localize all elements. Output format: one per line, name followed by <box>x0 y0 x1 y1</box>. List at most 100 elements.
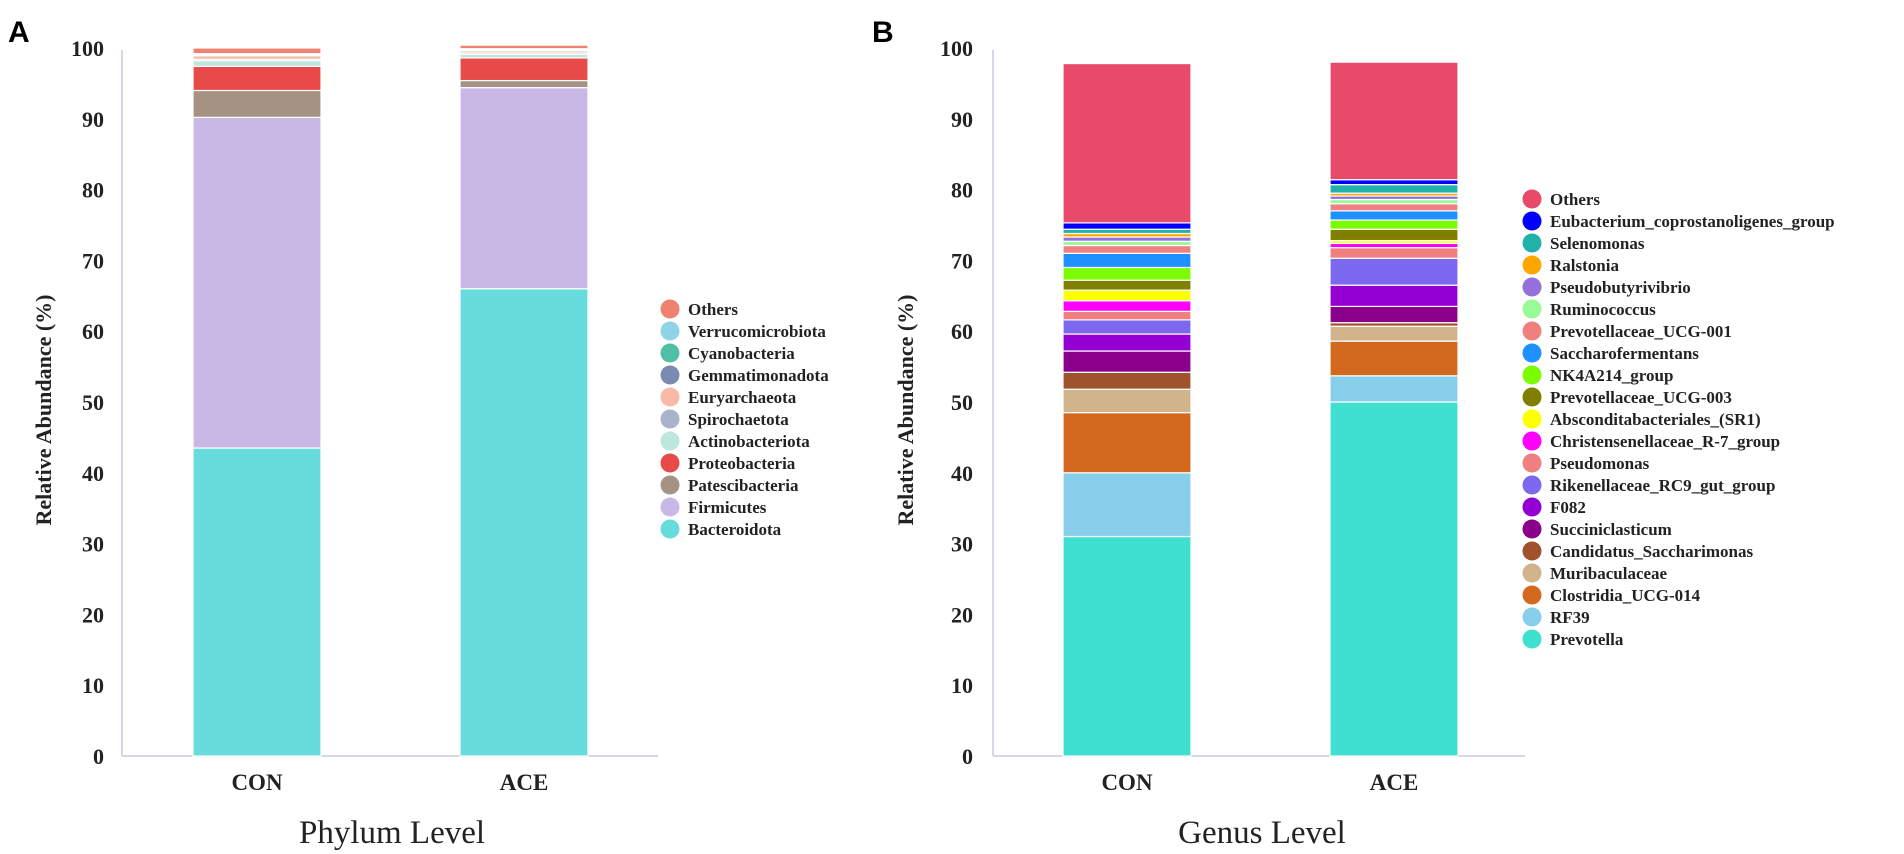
y-tick-label: 0 <box>962 744 973 769</box>
x-category-label: ACE <box>1370 770 1419 795</box>
x-category-label: CON <box>231 770 283 795</box>
y-tick-label: 20 <box>951 602 973 627</box>
legend-swatch <box>1522 189 1542 209</box>
legend-swatch <box>1522 585 1542 605</box>
legend-swatch <box>660 475 680 495</box>
bar-segment-nk4a214-group-ace <box>1329 219 1459 230</box>
legend-label: Patescibacteria <box>688 476 799 495</box>
legend-swatch <box>1522 497 1542 517</box>
legend-label: Muribaculaceae <box>1550 564 1668 583</box>
legend-label: Pseudomonas <box>1550 454 1650 473</box>
legend-swatch <box>1522 453 1542 473</box>
legend-swatch <box>1522 563 1542 583</box>
bar-segment-christensenellaceae-r-7-group-con <box>1062 300 1192 312</box>
legend-label: Pseudobutyrivibrio <box>1550 278 1691 297</box>
bar-segment-prevotellaceae-ucg-003-ace <box>1329 228 1459 242</box>
bar-segment-ruminococcus-con <box>1062 240 1192 247</box>
legend-label: Spirochaetota <box>688 410 789 429</box>
legend-label: Clostridia_UCG-014 <box>1550 586 1701 605</box>
bar-segment-clostridia-ucg-014-con <box>1062 412 1192 474</box>
y-tick-label: 60 <box>82 319 104 344</box>
bar-segment-rikenellaceae-rc9-gut-group-ace <box>1329 257 1459 286</box>
legend-label: Selenomonas <box>1550 234 1645 253</box>
legend-swatch <box>1522 277 1542 297</box>
bar-segment-muribaculaceae-con <box>1062 388 1192 414</box>
bar-segment-patescibacteria-ace <box>459 79 589 89</box>
y-tick-label: 90 <box>82 107 104 132</box>
legend-label: Bacteroidota <box>688 520 782 539</box>
bar-segment-succiniclasticum-ace <box>1329 305 1459 324</box>
legend-label: Prevotellaceae_UCG-003 <box>1550 388 1732 407</box>
y-tick-label: 50 <box>951 390 973 415</box>
legend-label: Verrucomicrobiota <box>688 322 826 341</box>
bar-segment-actinobacteriota-con <box>192 60 322 68</box>
bar-segment-eubacterium-coprostanoligenes-group-ace <box>1329 179 1459 186</box>
y-axis-label-phylum: Relative Abundance (%) <box>31 295 56 526</box>
bar-segment-proteobacteria-ace <box>459 57 589 82</box>
legend-label: Others <box>1550 190 1600 209</box>
bar-segment-eubacterium-coprostanoligenes-group-con <box>1062 222 1192 230</box>
genus-chart: B Relative Abundance (%) 0 10 20 30 40 50 60 70… <box>872 16 1835 851</box>
bar-segment-others-ace <box>459 44 589 50</box>
legend-label: Cyanobacteria <box>688 344 795 363</box>
bar-segment-prevotellaceae-ucg-001-con <box>1062 244 1192 254</box>
legend-label: RF39 <box>1550 608 1590 627</box>
legend-label: NK4A214_group <box>1550 366 1673 385</box>
bar-segment-candidatus-saccharimonas-con <box>1062 371 1192 390</box>
bar-segment-prevotella-ace <box>1329 401 1459 757</box>
y-tick-label: 20 <box>82 602 104 627</box>
bar-segment-clostridia-ucg-014-ace <box>1329 340 1459 377</box>
legend-label: Actinobacteriota <box>688 432 810 451</box>
legend-swatch <box>1522 475 1542 495</box>
legend-swatch <box>660 365 680 385</box>
bar-segment-firmicutes-con <box>192 116 322 449</box>
legend-swatch <box>1522 629 1542 649</box>
y-tick-label: 70 <box>82 248 104 273</box>
x-category-label: CON <box>1101 770 1153 795</box>
legend-label: Prevotellaceae_UCG-001 <box>1550 322 1732 341</box>
legend-swatch <box>1522 431 1542 451</box>
x-axis-title-phylum: Phylum Level <box>299 815 485 851</box>
legend-label: Others <box>688 300 738 319</box>
legend-swatch <box>660 299 680 319</box>
y-tick-label: 70 <box>951 248 973 273</box>
y-tick-label: 100 <box>940 36 973 61</box>
legend-label: Absconditabacteriales_(SR1) <box>1550 410 1761 429</box>
legend-label: Succiniclasticum <box>1550 520 1672 539</box>
bar-segment-ruminococcus-ace <box>1329 198 1459 205</box>
bar-segment-others-con <box>192 47 322 55</box>
legend-label: Firmicutes <box>688 498 767 517</box>
bar-segment-patescibacteria-con <box>192 89 322 118</box>
legend-swatch <box>660 519 680 539</box>
bar-segment-others-ace <box>1329 61 1459 181</box>
legend-swatch <box>1522 343 1542 363</box>
y-tick-label: 80 <box>82 178 104 203</box>
bar-segment-nk4a214-group-con <box>1062 266 1192 281</box>
bar-segment-proteobacteria-con <box>192 65 322 92</box>
phylum-chart: A Relative Abundance (%) 0 10 20 30 40 50 60 70… <box>8 16 829 851</box>
legend-label: Rikenellaceae_RC9_gut_group <box>1550 476 1775 495</box>
bar-segment-muribaculaceae-ace <box>1329 325 1459 342</box>
legend-swatch <box>1522 211 1542 231</box>
legend-swatch <box>1522 233 1542 253</box>
y-tick-label: 30 <box>951 532 973 557</box>
y-tick-label: 80 <box>951 178 973 203</box>
bar-segment-f082-ace <box>1329 284 1459 308</box>
legend-swatch <box>660 409 680 429</box>
bar-segment-pseudobutyrivibrio-con <box>1062 236 1192 242</box>
y-tick-label: 10 <box>951 673 973 698</box>
bar-segment-prevotellaceae-ucg-001-ace <box>1329 203 1459 212</box>
legend-swatch <box>1522 607 1542 627</box>
legend-swatch <box>1522 365 1542 385</box>
y-tick-label: 0 <box>93 744 104 769</box>
legend-label: Gemmatimonadota <box>688 366 829 385</box>
legend-label: Eubacterium_coprostanoligenes_group <box>1550 212 1835 231</box>
bar-segment-bacteroidota-ace <box>459 288 589 757</box>
y-tick-label: 40 <box>951 461 973 486</box>
y-tick-label: 30 <box>82 532 104 557</box>
legend-label: Christensenellaceae_R-7_group <box>1550 432 1780 451</box>
bar-segment-firmicutes-ace <box>459 87 589 290</box>
bar-segment-f082-con <box>1062 333 1192 352</box>
x-axis-title-genus: Genus Level <box>1178 815 1346 851</box>
